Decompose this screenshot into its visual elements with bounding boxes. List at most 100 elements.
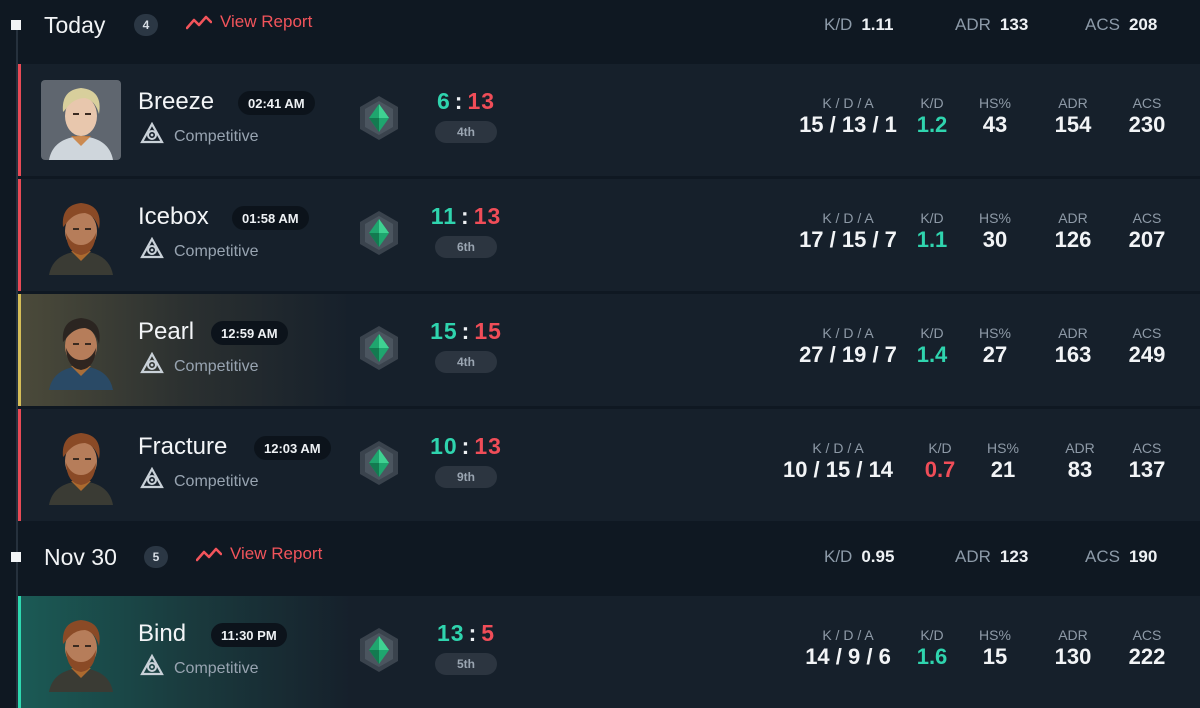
trend-line-icon xyxy=(196,547,222,562)
stat-adr-value: 83 xyxy=(1067,457,1093,482)
dark-haired-agent-portrait xyxy=(41,310,121,390)
stat-acs: ACS 222 xyxy=(1121,626,1173,670)
stat-adr: ADR 130 xyxy=(1049,626,1097,670)
stat-kda: K / D / A 14 / 9 / 6 xyxy=(778,626,918,670)
map-name: Fracture xyxy=(138,433,228,460)
game-mode-label: Competitive xyxy=(174,127,259,145)
view-report-label: View Report xyxy=(220,12,313,31)
emerald-rank-icon xyxy=(358,627,400,673)
day-acs-label: ACS xyxy=(1085,547,1120,566)
stat-acs-label: ACS xyxy=(1132,95,1162,111)
team-score: 6 xyxy=(436,88,451,114)
stat-acs: ACS 137 xyxy=(1121,439,1173,483)
placement-badge: 4th xyxy=(435,121,497,143)
emerald-rank-icon xyxy=(358,95,400,141)
stat-acs-value: 249 xyxy=(1128,342,1166,367)
stat-hs-value: 27 xyxy=(982,342,1008,367)
bearded-agent-portrait xyxy=(41,195,121,275)
day-title: Nov 30 xyxy=(44,544,117,570)
day-kd-label: K/D xyxy=(824,547,853,566)
match-row[interactable]: Fracture 12:03 AM Competitive 10:13 9th … xyxy=(18,409,1200,521)
day-header-nov-30: Nov 30 5 View Report K/D 0.95 ADR 123 ACS 1… xyxy=(0,532,1200,582)
stat-hs-value: 15 xyxy=(982,644,1008,669)
match-row[interactable]: Bind 11:30 PM Competitive 13:5 5th K / D… xyxy=(18,596,1200,708)
stat-kd-value: 1.1 xyxy=(916,227,948,252)
stat-acs: ACS 230 xyxy=(1121,94,1173,138)
enemy-score: 13 xyxy=(467,88,496,114)
match-score: 11:13 xyxy=(430,203,502,229)
stat-kd: K/D 1.4 xyxy=(913,324,951,368)
day-adr-value: 123 xyxy=(999,547,1029,566)
stat-kd-value: 1.4 xyxy=(916,342,948,367)
competitive-mode-icon xyxy=(140,351,164,381)
stat-adr: ADR 154 xyxy=(1049,94,1097,138)
stat-kda-label: K / D / A xyxy=(822,95,874,111)
emerald-rank-icon xyxy=(358,325,400,371)
timeline-marker xyxy=(11,20,21,30)
stat-acs-value: 207 xyxy=(1128,227,1166,252)
day-adr-value: 133 xyxy=(999,15,1029,34)
team-score: 10 xyxy=(430,433,458,459)
game-mode: Competitive xyxy=(140,236,258,266)
stat-kda-value: 17 / 15 / 7 xyxy=(799,227,897,252)
stat-adr-label: ADR xyxy=(1058,210,1088,226)
match-row[interactable]: Breeze 02:41 AM Competitive 6:13 4th K /… xyxy=(18,64,1200,176)
stat-acs-label: ACS xyxy=(1132,210,1162,226)
stat-hs-value: 30 xyxy=(982,227,1008,252)
stat-kd-label: K/D xyxy=(920,627,944,643)
match-time-badge: 12:59 AM xyxy=(211,321,288,345)
emerald-rank-icon xyxy=(358,440,400,486)
stat-acs-value: 222 xyxy=(1128,644,1166,669)
day-acs-value: 208 xyxy=(1128,15,1158,34)
competitive-mode-icon xyxy=(140,121,164,151)
team-score: 15 xyxy=(430,318,458,344)
view-report-button[interactable]: View Report xyxy=(196,544,322,564)
day-adr-stat: ADR 133 xyxy=(955,15,1028,35)
match-row[interactable]: Pearl 12:59 AM Competitive 15:15 4th K /… xyxy=(18,294,1200,406)
map-name: Breeze xyxy=(138,88,215,115)
day-kd-value: 0.95 xyxy=(861,547,895,566)
game-mode-label: Competitive xyxy=(174,659,259,677)
stat-adr: ADR 163 xyxy=(1049,324,1097,368)
placement-badge: 9th xyxy=(435,466,497,488)
day-kd-value: 1.11 xyxy=(861,15,894,34)
stat-hs-value: 21 xyxy=(990,457,1016,482)
stat-adr-label: ADR xyxy=(1058,95,1088,111)
match-score: 10:13 xyxy=(430,433,502,459)
stat-hs-label: HS% xyxy=(979,627,1011,643)
stat-acs: ACS 207 xyxy=(1121,209,1173,253)
stat-kd: K/D 0.7 xyxy=(921,439,959,483)
stat-kda: K / D / A 15 / 13 / 1 xyxy=(778,94,918,138)
enemy-score: 15 xyxy=(474,318,502,344)
placement-badge: 5th xyxy=(435,653,497,675)
match-score: 6:13 xyxy=(436,88,496,114)
game-mode: Competitive xyxy=(140,121,259,151)
stat-kda-label: K / D / A xyxy=(822,627,874,643)
stat-kd: K/D 1.2 xyxy=(913,94,951,138)
day-acs-label: ACS xyxy=(1085,15,1120,34)
stat-kda-value: 14 / 9 / 6 xyxy=(805,644,891,669)
day-adr-label: ADR xyxy=(955,547,991,566)
stat-adr-value: 154 xyxy=(1054,112,1092,137)
stat-hs-label: HS% xyxy=(987,440,1019,456)
game-mode: Competitive xyxy=(140,466,258,496)
view-report-button[interactable]: View Report xyxy=(186,12,312,32)
stat-kd-label: K/D xyxy=(920,95,944,111)
stat-hs: HS% 43 xyxy=(973,94,1017,138)
day-header-today: Today 4 View Report K/D 1.11 ADR 133 ACS 20… xyxy=(0,0,1200,50)
stat-kda-value: 27 / 19 / 7 xyxy=(799,342,897,367)
map-name: Bind xyxy=(138,620,187,647)
timeline-marker xyxy=(11,552,21,562)
stat-kd-label: K/D xyxy=(920,210,944,226)
stat-acs-value: 137 xyxy=(1128,457,1166,482)
day-adr-stat: ADR 123 xyxy=(955,547,1028,567)
stat-acs-label: ACS xyxy=(1132,440,1162,456)
day-adr-label: ADR xyxy=(955,15,991,34)
stat-kda: K / D / A 27 / 19 / 7 xyxy=(778,324,918,368)
stat-kd-value: 0.7 xyxy=(924,457,956,482)
match-count-badge: 4 xyxy=(134,14,158,36)
match-score: 13:5 xyxy=(436,620,496,646)
match-row[interactable]: Icebox 01:58 AM Competitive 11:13 6th K … xyxy=(18,179,1200,291)
stat-acs-value: 230 xyxy=(1128,112,1166,137)
stat-kda-label: K / D / A xyxy=(822,325,874,341)
